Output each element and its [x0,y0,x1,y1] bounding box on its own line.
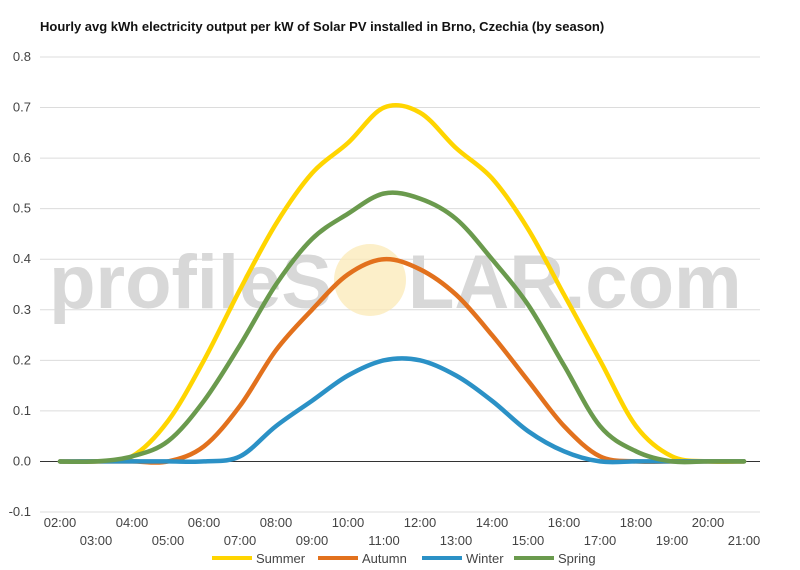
y-tick-label: -0.1 [9,504,31,519]
x-tick-label: 06:00 [188,515,221,530]
y-tick-label: 0.7 [13,100,31,115]
y-tick-label: 0.8 [13,49,31,64]
y-tick-label: 0.4 [13,251,31,266]
x-tick-label: 19:00 [656,533,689,548]
chart-title: Hourly avg kWh electricity output per kW… [40,19,605,34]
series-line-spring [57,190,747,465]
y-tick-label: 0.3 [13,302,31,317]
legend-label: Summer [256,551,306,566]
legend-item-summer[interactable]: Summer [212,551,306,566]
series-line-winter [57,356,747,465]
x-tick-label: 07:00 [224,533,257,548]
x-tick-label: 14:00 [476,515,509,530]
y-tick-label: 0.0 [13,453,31,468]
x-tick-label: 03:00 [80,533,113,548]
sun-logo-icon [334,244,406,316]
x-tick-label: 05:00 [152,533,185,548]
x-tick-label: 21:00 [728,533,761,548]
legend-item-winter[interactable]: Winter [422,551,504,566]
x-tick-label: 11:00 [368,533,400,548]
x-tick-label: 16:00 [548,515,581,530]
y-tick-label: 0.1 [13,403,31,418]
watermark: profileS LAR.com [49,240,742,325]
watermark-text-left: profileS [49,240,332,325]
x-tick-label: 18:00 [620,515,653,530]
y-tick-label: 0.2 [13,352,31,367]
x-tick-label: 02:00 [44,515,77,530]
x-tick-label: 10:00 [332,515,365,530]
legend-label: Spring [558,551,596,566]
legend-item-autumn[interactable]: Autumn [318,551,407,566]
x-tick-label: 12:00 [404,515,437,530]
x-tick-label: 09:00 [296,533,329,548]
legend-item-spring[interactable]: Spring [514,551,596,566]
series-lines [57,102,747,465]
x-tick-label: 13:00 [440,533,473,548]
y-tick-label: 0.5 [13,201,31,216]
x-tick-label: 20:00 [692,515,725,530]
axes: 0.8 0.7 0.6 0.5 0.4 0.3 0.2 0.1 0.0 -0.1 02:0003:0… [9,49,761,548]
y-tick-label: 0.6 [13,150,31,165]
x-tick-label: 17:00 [584,533,617,548]
legend-label: Winter [466,551,504,566]
series-line-summer [57,102,747,465]
x-tick-label: 04:00 [116,515,149,530]
x-tick-label: 08:00 [260,515,293,530]
legend[interactable]: Summer Autumn Winter Spring [212,551,596,566]
legend-label: Autumn [362,551,407,566]
x-tick-label: 15:00 [512,533,545,548]
